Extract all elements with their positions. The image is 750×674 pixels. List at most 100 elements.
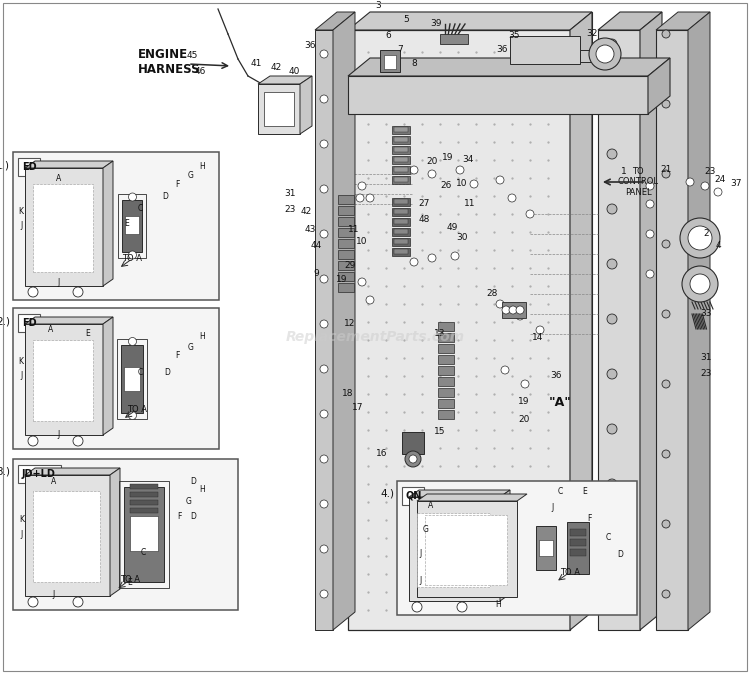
Text: 6: 6 (386, 32, 391, 40)
Polygon shape (103, 161, 113, 286)
Text: E: E (128, 578, 132, 587)
Bar (392, 198, 410, 206)
Circle shape (28, 436, 38, 446)
Bar (124, 487, 164, 582)
Bar (394, 209, 408, 214)
Circle shape (526, 210, 534, 218)
Text: E: E (124, 218, 129, 228)
Text: 27: 27 (419, 200, 430, 208)
Polygon shape (333, 12, 355, 630)
Text: 19: 19 (518, 398, 530, 406)
Circle shape (516, 312, 524, 320)
Circle shape (701, 182, 709, 190)
Text: 14: 14 (532, 334, 544, 342)
Bar (338, 206, 354, 215)
Circle shape (358, 278, 366, 286)
Bar (394, 127, 408, 132)
Text: K: K (20, 515, 25, 524)
Text: 1.): 1.) (0, 160, 10, 170)
Circle shape (521, 380, 529, 388)
Bar (118, 481, 169, 588)
Bar (392, 126, 410, 134)
Bar (394, 239, 408, 244)
Text: FD: FD (22, 318, 37, 328)
Circle shape (496, 176, 504, 184)
Text: 19: 19 (442, 154, 454, 162)
Bar (438, 333, 454, 342)
Circle shape (646, 200, 654, 208)
Text: G: G (188, 171, 193, 180)
Circle shape (320, 275, 328, 283)
Bar (402, 487, 424, 505)
Bar (25, 168, 103, 286)
Circle shape (410, 166, 418, 174)
Bar (315, 30, 333, 630)
Text: 21: 21 (660, 166, 672, 175)
Bar (18, 314, 40, 332)
Circle shape (607, 204, 617, 214)
Text: 37: 37 (730, 179, 742, 189)
Text: 42: 42 (300, 208, 312, 216)
Circle shape (607, 589, 617, 599)
Text: A: A (56, 174, 61, 183)
Text: A: A (51, 477, 56, 486)
Circle shape (412, 602, 422, 612)
Text: 4.): 4.) (380, 489, 394, 499)
Circle shape (405, 451, 421, 467)
Text: G: G (423, 525, 429, 534)
Bar (397, 481, 637, 615)
Polygon shape (688, 12, 710, 630)
Polygon shape (640, 12, 662, 630)
Bar (13, 308, 219, 449)
Text: 15: 15 (434, 427, 445, 437)
Text: J: J (57, 278, 59, 286)
Text: K: K (19, 357, 24, 366)
Bar (394, 249, 408, 254)
Text: 34: 34 (462, 156, 474, 164)
Circle shape (28, 597, 38, 607)
Polygon shape (348, 58, 670, 76)
Bar (570, 529, 586, 536)
Text: 3: 3 (375, 1, 381, 11)
Circle shape (662, 30, 670, 38)
Text: 16: 16 (376, 450, 388, 458)
Text: 31: 31 (284, 189, 296, 199)
Bar (264, 92, 294, 126)
Bar (567, 522, 589, 574)
Text: 31: 31 (700, 353, 712, 363)
Text: ENGINE
HARNESS: ENGINE HARNESS (138, 48, 201, 76)
Bar (570, 549, 586, 556)
Bar (13, 459, 238, 610)
Bar (33, 340, 93, 421)
Circle shape (320, 95, 328, 103)
Circle shape (607, 259, 617, 269)
Polygon shape (656, 12, 710, 30)
Text: H: H (495, 600, 501, 609)
Circle shape (646, 230, 654, 238)
Bar (118, 194, 146, 258)
Circle shape (358, 182, 366, 190)
Text: D: D (164, 369, 170, 377)
Bar (536, 526, 556, 570)
Bar (392, 248, 410, 256)
Bar (18, 158, 40, 176)
Bar (338, 272, 354, 281)
Bar (438, 388, 454, 397)
Text: C: C (557, 487, 562, 496)
Bar (392, 176, 410, 184)
Circle shape (366, 194, 374, 202)
Bar (392, 136, 410, 144)
Polygon shape (417, 494, 527, 501)
Text: 5: 5 (404, 16, 409, 24)
Circle shape (128, 412, 136, 419)
Text: 1: 1 (621, 168, 627, 177)
Text: 46: 46 (194, 67, 206, 77)
Text: C: C (138, 204, 143, 213)
Bar (392, 228, 410, 236)
Circle shape (607, 94, 617, 104)
Circle shape (320, 230, 328, 238)
Text: ReplacementParts.com: ReplacementParts.com (286, 330, 464, 344)
Circle shape (662, 590, 670, 598)
Text: C: C (138, 369, 143, 377)
Circle shape (502, 306, 510, 314)
